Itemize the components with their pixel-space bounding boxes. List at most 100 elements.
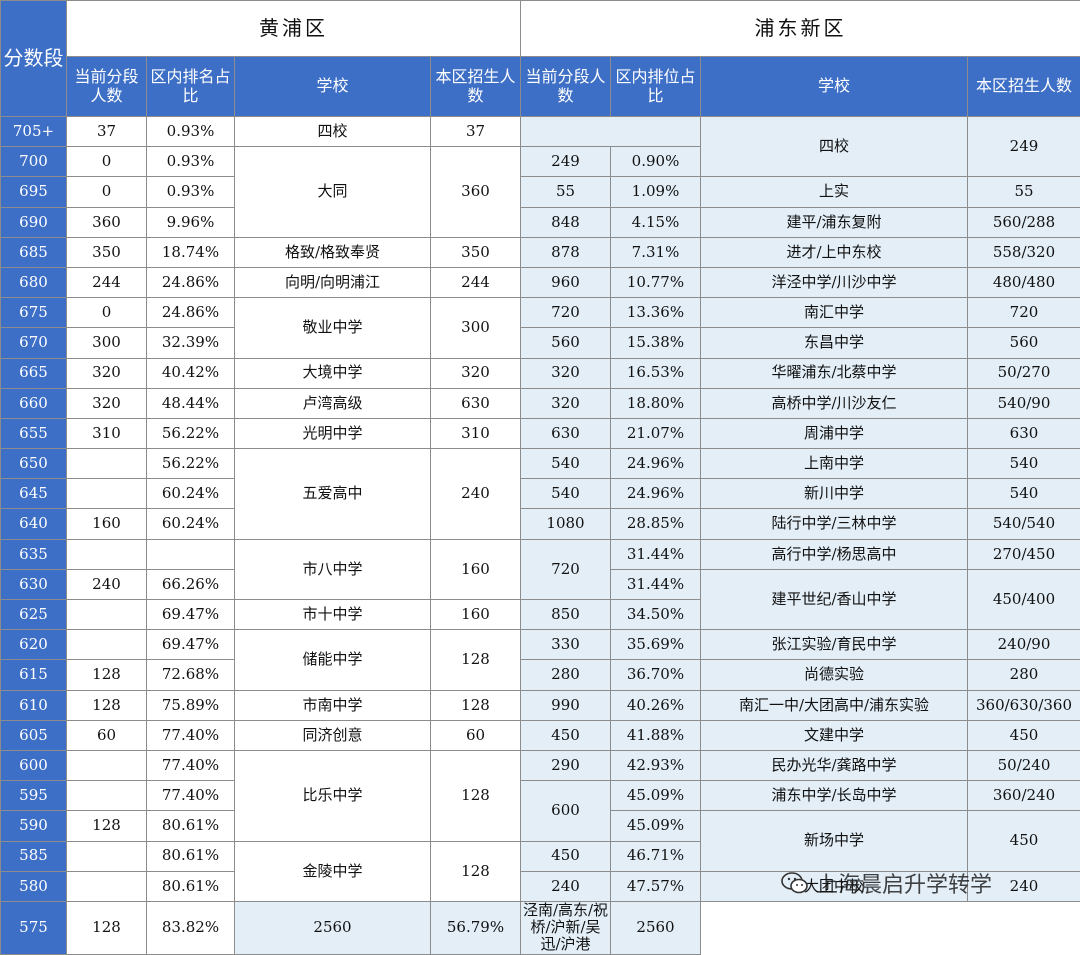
pudong-school-cell: 四校 (701, 117, 968, 177)
pudong-ratio-cell: 7.31% (611, 237, 701, 267)
pudong-ratio-cell: 35.69% (611, 630, 701, 660)
huangpu-enroll-cell: 160 (431, 600, 521, 630)
huangpu-count-cell: 320 (67, 358, 147, 388)
pudong-school-cell: 东昌中学 (701, 328, 968, 358)
score-band-cell: 580 (1, 871, 67, 901)
score-band-cell: 675 (1, 298, 67, 328)
pudong-count-cell: 720 (521, 298, 611, 328)
huangpu-school-cell: 比乐中学 (235, 750, 431, 841)
pudong-school-cell: 高桥中学/川沙友仁 (701, 388, 968, 418)
pudong-school-cell: 陆行中学/三林中学 (701, 509, 968, 539)
huangpu-count-cell: 128 (67, 811, 147, 841)
huangpu-count-cell: 0 (67, 147, 147, 177)
pudong-school-cell: 上南中学 (701, 449, 968, 479)
pudong-school-cell: 洋泾中学/川沙中学 (701, 267, 968, 297)
score-band-cell: 665 (1, 358, 67, 388)
score-band-cell: 635 (1, 539, 67, 569)
pudong-enroll-cell: 450 (968, 720, 1080, 750)
pudong-school-cell: 大团中校 (701, 871, 968, 901)
score-band-cell: 615 (1, 660, 67, 690)
pudong-school-cell: 浦东中学/长岛中学 (701, 781, 968, 811)
pudong-count-cell: 249 (521, 147, 611, 177)
district-title-huangpu: 黄浦区 (67, 1, 521, 57)
huangpu-ratio-cell: 77.40% (147, 781, 235, 811)
huangpu-ratio-cell: 80.61% (147, 811, 235, 841)
pudong-count-cell: 290 (521, 750, 611, 780)
score-band-cell: 645 (1, 479, 67, 509)
huangpu-count-cell (67, 600, 147, 630)
huangpu-enroll-cell: 160 (431, 539, 521, 599)
pudong-count-cell: 848 (521, 207, 611, 237)
huangpu-count-cell: 310 (67, 418, 147, 448)
huangpu-school-cell: 大同 (235, 147, 431, 238)
huangpu-count-cell (67, 479, 147, 509)
huangpu-enroll-cell: 60 (431, 720, 521, 750)
score-band-cell: 620 (1, 630, 67, 660)
score-band-cell: 695 (1, 177, 67, 207)
pudong-school-cell: 新场中学 (701, 811, 968, 871)
pudong-enroll-cell: 540/540 (968, 509, 1080, 539)
pudong-school-cell: 上实 (701, 177, 968, 207)
pudong-ratio-cell: 47.57% (611, 871, 701, 901)
pudong-ratio-cell: 31.44% (611, 539, 701, 569)
pudong-enroll-cell: 450 (968, 811, 1080, 871)
column-header-pudong: 学校 (701, 57, 968, 117)
score-band-cell: 575 (1, 901, 67, 954)
pudong-count-cell (521, 117, 701, 147)
pudong-school-cell: 南汇一中/大团高中/浦东实验 (701, 690, 968, 720)
huangpu-enroll-cell: 630 (431, 388, 521, 418)
huangpu-ratio-cell: 60.24% (147, 509, 235, 539)
huangpu-school-cell: 大境中学 (235, 358, 431, 388)
pudong-count-cell: 850 (521, 600, 611, 630)
pudong-enroll-cell: 480/480 (968, 267, 1080, 297)
score-band-cell: 650 (1, 449, 67, 479)
pudong-enroll-cell: 2560 (611, 901, 701, 954)
huangpu-ratio-cell: 56.22% (147, 449, 235, 479)
column-header-huangpu: 区内排名占比 (147, 57, 235, 117)
pudong-count-cell: 960 (521, 267, 611, 297)
score-band-cell: 670 (1, 328, 67, 358)
huangpu-count-cell: 350 (67, 237, 147, 267)
score-band-cell: 605 (1, 720, 67, 750)
pudong-enroll-cell: 249 (968, 117, 1080, 177)
huangpu-ratio-cell: 24.86% (147, 298, 235, 328)
huangpu-school-cell: 同济创意 (235, 720, 431, 750)
pudong-enroll-cell: 558/320 (968, 237, 1080, 267)
pudong-ratio-cell: 46.71% (611, 841, 701, 871)
pudong-school-cell: 进才/上中东校 (701, 237, 968, 267)
score-band-cell: 705+ (1, 117, 67, 147)
huangpu-count-cell: 37 (67, 117, 147, 147)
huangpu-enroll-cell: 300 (431, 298, 521, 358)
huangpu-count-cell (67, 630, 147, 660)
huangpu-enroll-cell: 320 (431, 358, 521, 388)
huangpu-count-cell: 320 (67, 388, 147, 418)
pudong-school-cell: 建平世纪/香山中学 (701, 569, 968, 629)
pudong-count-cell: 540 (521, 449, 611, 479)
huangpu-enroll-cell: 128 (431, 690, 521, 720)
huangpu-count-cell: 0 (67, 177, 147, 207)
huangpu-ratio-cell: 48.44% (147, 388, 235, 418)
huangpu-ratio-cell: 9.96% (147, 207, 235, 237)
huangpu-count-cell (67, 750, 147, 780)
score-band-cell: 690 (1, 207, 67, 237)
pudong-ratio-cell: 15.38% (611, 328, 701, 358)
huangpu-school-cell: 向明/向明浦江 (235, 267, 431, 297)
huangpu-count-cell: 60 (67, 720, 147, 750)
huangpu-ratio-cell: 77.40% (147, 720, 235, 750)
pudong-count-cell: 630 (521, 418, 611, 448)
page: 分数段黄浦区浦东新区当前分段人数区内排名占比学校本区招生人数当前分段人数区内排位… (0, 0, 1080, 932)
pudong-ratio-cell: 56.79% (431, 901, 521, 954)
huangpu-count-cell (67, 841, 147, 871)
score-band-cell: 590 (1, 811, 67, 841)
pudong-enroll-cell: 360/240 (968, 781, 1080, 811)
